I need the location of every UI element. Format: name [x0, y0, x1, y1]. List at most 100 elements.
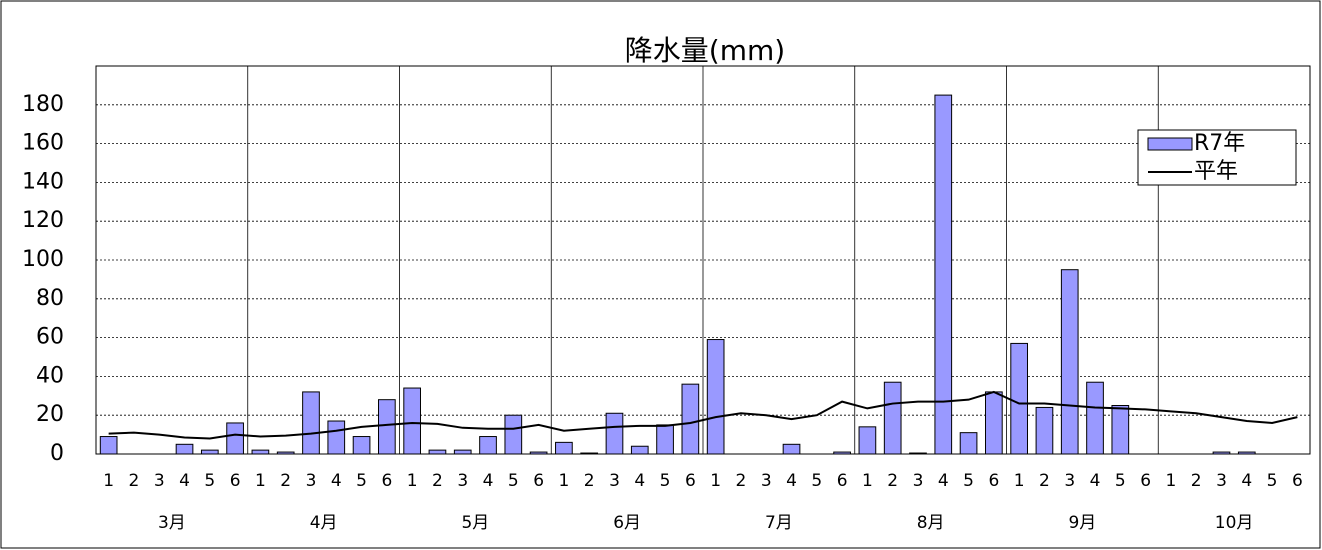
bar	[226, 422, 244, 455]
x-tick-label: 4	[179, 471, 190, 491]
bar	[959, 432, 978, 455]
bar	[630, 445, 649, 455]
x-tick-label: 2	[1039, 471, 1050, 491]
x-tick-label: 3	[609, 471, 620, 491]
month-label: 5月	[461, 513, 489, 533]
y-tick-label: 180	[22, 92, 64, 117]
bar	[580, 452, 599, 455]
y-tick-label: 0	[50, 441, 64, 466]
chart-title: 降水量(mm)	[625, 34, 785, 67]
x-tick-label: 6	[988, 471, 999, 491]
y-tick-label: 20	[36, 402, 64, 427]
x-tick-label: 1	[862, 471, 873, 491]
bar	[428, 449, 447, 455]
x-tick-label: 3	[154, 471, 165, 491]
bar	[200, 449, 219, 455]
plot-border	[95, 65, 1311, 455]
x-tick-label: 1	[255, 471, 266, 491]
bar	[529, 451, 548, 455]
bar	[378, 399, 396, 455]
x-tick-label: 1	[407, 471, 418, 491]
bar	[858, 426, 877, 455]
bar	[555, 441, 573, 455]
x-tick-label: 2	[887, 471, 898, 491]
bar	[605, 412, 624, 455]
x-tick-label: 4	[331, 471, 342, 491]
bar	[276, 451, 295, 455]
legend-label: R7年	[1194, 131, 1245, 156]
x-tick-label: 6	[381, 471, 392, 491]
bar	[1237, 451, 1256, 455]
bar	[453, 449, 472, 455]
bar	[706, 339, 725, 455]
x-tick-label: 5	[1115, 471, 1126, 491]
x-tick-label: 1	[710, 471, 721, 491]
x-tick-label: 2	[1191, 471, 1202, 491]
x-tick-label: 6	[1140, 471, 1151, 491]
month-label: 3月	[158, 513, 186, 533]
x-tick-label: 2	[280, 471, 291, 491]
x-tick-label: 5	[1267, 471, 1278, 491]
bar	[782, 443, 801, 455]
bar	[302, 391, 320, 455]
x-tick-label: 5	[204, 471, 215, 491]
month-label: 7月	[765, 513, 793, 533]
x-tick-label: 2	[432, 471, 443, 491]
x-tick-label: 5	[508, 471, 519, 491]
x-tick-label: 5	[356, 471, 367, 491]
bar	[352, 436, 371, 455]
x-tick-label: 1	[558, 471, 569, 491]
y-tick-label: 140	[22, 169, 64, 194]
bar	[1212, 451, 1231, 455]
x-tick-label: 4	[1241, 471, 1252, 491]
y-tick-label: 60	[36, 325, 64, 350]
bar	[656, 424, 674, 455]
bar	[934, 94, 953, 455]
month-label: 6月	[613, 513, 641, 533]
x-tick-label: 3	[457, 471, 468, 491]
bar	[251, 449, 270, 455]
bar	[1086, 381, 1104, 455]
month-label: 4月	[310, 513, 338, 533]
x-tick-label: 6	[837, 471, 848, 491]
y-tick-label: 40	[36, 363, 64, 388]
bar	[1010, 342, 1028, 455]
x-tick-label: 4	[483, 471, 494, 491]
bar	[909, 452, 927, 455]
x-tick-label: 2	[129, 471, 140, 491]
bar	[1035, 406, 1054, 455]
x-tick-label: 5	[811, 471, 822, 491]
x-tick-label: 5	[660, 471, 671, 491]
legend-swatch	[1147, 137, 1193, 151]
x-tick-label: 4	[634, 471, 645, 491]
x-tick-label: 6	[1292, 471, 1303, 491]
legend-box	[1137, 129, 1297, 186]
x-tick-label: 3	[1064, 471, 1075, 491]
x-tick-label: 6	[533, 471, 544, 491]
y-tick-label: 120	[22, 208, 64, 233]
x-tick-label: 2	[736, 471, 747, 491]
x-tick-label: 3	[913, 471, 924, 491]
x-tick-label: 6	[685, 471, 696, 491]
bar	[1111, 405, 1130, 455]
x-tick-label: 5	[963, 471, 974, 491]
bar	[175, 443, 194, 455]
y-tick-label: 160	[22, 131, 64, 156]
x-tick-label: 1	[103, 471, 114, 491]
x-tick-label: 3	[306, 471, 317, 491]
bar	[985, 391, 1003, 455]
bar	[327, 420, 346, 455]
bar	[479, 436, 497, 455]
x-tick-label: 3	[761, 471, 772, 491]
legend-label: 平年	[1194, 159, 1238, 184]
bar	[99, 436, 118, 455]
month-label: 8月	[917, 513, 945, 533]
x-tick-label: 1	[1014, 471, 1025, 491]
bar	[833, 451, 851, 455]
x-tick-label: 4	[1090, 471, 1101, 491]
bar	[681, 383, 700, 455]
bar	[1060, 269, 1079, 455]
x-tick-label: 3	[1216, 471, 1227, 491]
